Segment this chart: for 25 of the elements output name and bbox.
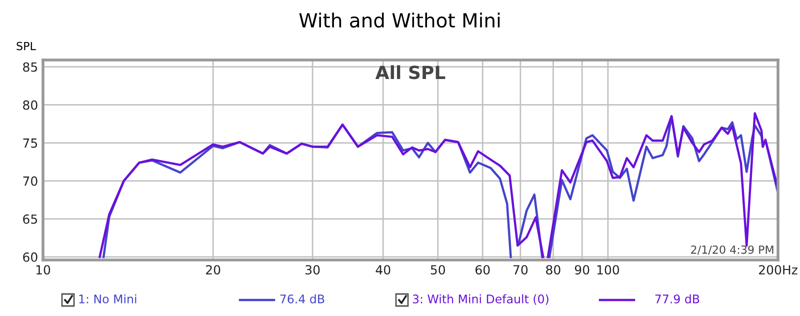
x-tick-label: 20: [206, 265, 220, 275]
annotation: All SPL: [375, 65, 446, 80]
y-tick-label: 85: [23, 62, 38, 72]
y-axis-title: SPL: [16, 42, 36, 50]
y-tick-label: 70: [23, 176, 38, 186]
text: 77.9 dB: [655, 294, 700, 304]
y-tick-label: 75: [23, 138, 38, 148]
x-tick-label: 80: [546, 265, 560, 275]
x-tick-label: 200Hz: [759, 265, 798, 275]
x-tick-label: 50: [430, 265, 445, 275]
x-tick-label: 70: [514, 265, 528, 275]
x-tick-label: 60: [476, 265, 490, 275]
y-tick-label: 65: [23, 214, 38, 224]
text: 76.4 dB: [280, 294, 324, 304]
text: 1: No Mini: [79, 294, 136, 304]
chart-title: With and Withot Mini: [299, 12, 500, 28]
x-tick-label: 40: [376, 265, 390, 275]
x-tick-label: 100: [597, 265, 620, 275]
x-tick-label: 30: [306, 265, 320, 275]
text: 3: With Mini Default (0): [412, 294, 548, 305]
y-tick-label: 60: [23, 252, 38, 262]
annotation: 2/1/20 4:39 PM: [691, 245, 774, 255]
x-tick-label: 90: [574, 265, 590, 275]
x-tick-label: 10: [36, 265, 50, 275]
y-tick-label: 80: [23, 100, 38, 110]
